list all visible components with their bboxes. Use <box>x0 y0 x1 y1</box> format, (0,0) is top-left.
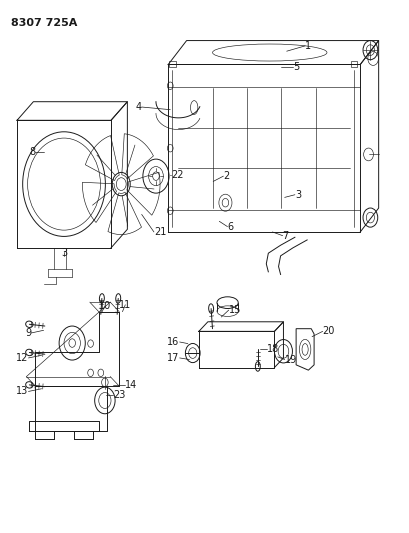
Text: 6: 6 <box>227 222 233 232</box>
Text: 4: 4 <box>135 102 142 112</box>
Text: 8307 725A: 8307 725A <box>11 18 77 28</box>
Text: 12: 12 <box>16 353 28 363</box>
Text: 16: 16 <box>167 337 179 347</box>
Text: 19: 19 <box>284 354 296 365</box>
Text: 14: 14 <box>125 379 137 390</box>
Text: 22: 22 <box>171 170 184 180</box>
Text: 8: 8 <box>29 147 35 157</box>
Text: 3: 3 <box>61 248 67 258</box>
Text: 3: 3 <box>294 190 300 200</box>
Text: 15: 15 <box>228 305 240 315</box>
Text: 7: 7 <box>282 231 288 241</box>
Text: 21: 21 <box>153 227 166 237</box>
Text: 23: 23 <box>113 390 125 400</box>
Text: 5: 5 <box>292 62 299 72</box>
Text: 20: 20 <box>322 326 334 336</box>
Text: 10: 10 <box>99 301 111 311</box>
Text: 1: 1 <box>304 41 310 51</box>
Text: 2: 2 <box>223 171 229 181</box>
Text: 18: 18 <box>266 344 279 354</box>
Text: 9: 9 <box>25 328 31 338</box>
Text: 13: 13 <box>16 386 28 397</box>
Text: 11: 11 <box>119 300 131 310</box>
Text: 17: 17 <box>167 353 179 363</box>
